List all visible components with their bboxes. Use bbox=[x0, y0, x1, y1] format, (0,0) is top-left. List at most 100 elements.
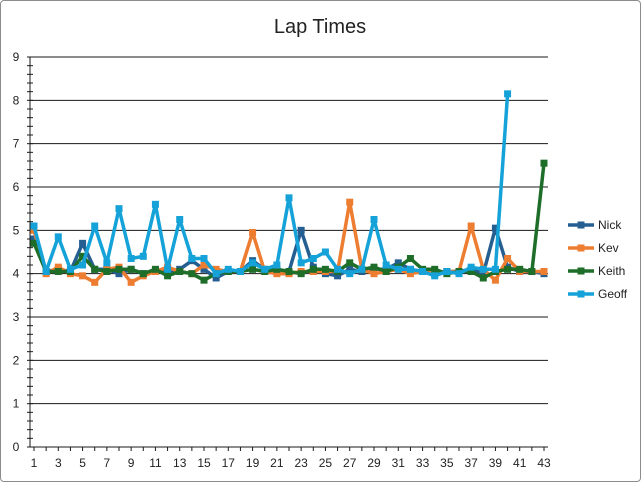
series-line bbox=[32, 93, 510, 278]
x-tick-label: 5 bbox=[79, 456, 86, 470]
data-point bbox=[479, 270, 487, 278]
data-point bbox=[334, 272, 342, 280]
data-point bbox=[79, 261, 87, 269]
data-point bbox=[212, 274, 220, 282]
data-point bbox=[321, 265, 329, 273]
data-point bbox=[297, 259, 305, 267]
data-point bbox=[382, 261, 390, 269]
y-axis-ticks: 0 1 2 3 4 5 6 7 8 9 bbox=[13, 50, 20, 454]
legend-marker bbox=[577, 244, 585, 252]
data-point bbox=[370, 216, 378, 223]
data-point bbox=[200, 255, 208, 262]
data-point bbox=[188, 270, 196, 278]
series-geoff bbox=[30, 90, 512, 280]
data-point bbox=[491, 224, 499, 232]
data-point bbox=[467, 263, 475, 271]
gridlines bbox=[30, 56, 548, 405]
data-point bbox=[188, 255, 196, 262]
data-point bbox=[321, 248, 329, 256]
legend-marker bbox=[577, 290, 585, 298]
x-tick-label: 31 bbox=[392, 456, 406, 470]
data-point bbox=[273, 265, 281, 273]
data-point bbox=[127, 255, 135, 262]
data-point bbox=[273, 261, 281, 269]
data-point bbox=[212, 265, 220, 273]
data-point bbox=[127, 265, 135, 273]
data-point bbox=[540, 268, 548, 275]
data-point bbox=[212, 270, 220, 278]
data-point bbox=[224, 265, 232, 273]
data-point bbox=[30, 222, 38, 230]
x-tick-label: 11 bbox=[149, 456, 162, 470]
x-tick-label: 3 bbox=[55, 456, 62, 470]
data-point bbox=[115, 205, 123, 213]
data-point bbox=[79, 272, 87, 280]
data-point bbox=[139, 252, 147, 260]
data-point bbox=[273, 270, 281, 278]
y-tick-label: 3 bbox=[13, 310, 20, 324]
data-point bbox=[443, 268, 451, 275]
legend-label: Keith bbox=[598, 264, 625, 278]
data-point bbox=[346, 259, 354, 267]
data-point bbox=[334, 265, 342, 273]
x-tick-label: 41 bbox=[513, 456, 527, 470]
x-tick-label: 29 bbox=[367, 456, 381, 470]
data-point bbox=[346, 270, 354, 278]
data-point bbox=[127, 278, 135, 286]
data-point bbox=[66, 265, 74, 273]
data-point bbox=[115, 270, 123, 278]
x-axis-ticks: 1 3 5 7 9 11 13 15 17 19 21 23 25 27 29 31 33 35 37 39 41 43 bbox=[31, 456, 551, 470]
data-point bbox=[285, 268, 293, 275]
data-point bbox=[479, 265, 487, 273]
data-point bbox=[406, 255, 414, 262]
data-point bbox=[261, 265, 269, 273]
data-point bbox=[139, 270, 147, 278]
data-point bbox=[91, 278, 99, 286]
data-point bbox=[200, 265, 208, 273]
y-tick-label: 0 bbox=[13, 440, 20, 454]
data-point bbox=[467, 222, 475, 230]
data-point bbox=[200, 276, 208, 284]
data-point bbox=[406, 270, 414, 278]
data-point bbox=[103, 268, 111, 275]
data-point bbox=[419, 268, 427, 275]
data-point bbox=[394, 265, 402, 273]
x-tick-label: 39 bbox=[489, 456, 503, 470]
y-tick-label: 9 bbox=[13, 50, 20, 64]
legend-item-geoff: Geoff bbox=[568, 287, 628, 301]
data-point bbox=[431, 265, 439, 273]
data-point bbox=[176, 216, 184, 223]
data-point bbox=[42, 268, 50, 275]
x-tick-label: 7 bbox=[104, 456, 111, 470]
data-point bbox=[309, 255, 317, 262]
data-point bbox=[382, 268, 390, 275]
legend-item-kev: Kev bbox=[568, 241, 619, 255]
y-tick-label: 6 bbox=[13, 180, 20, 194]
data-point bbox=[164, 272, 172, 280]
plot-series bbox=[30, 90, 548, 286]
data-point bbox=[309, 265, 317, 273]
chart-title: Lap Times bbox=[274, 16, 366, 38]
data-point bbox=[249, 259, 257, 267]
y-tick-label: 1 bbox=[13, 397, 20, 411]
data-point bbox=[528, 268, 536, 275]
legend: Nick Kev Keith Geoff bbox=[568, 218, 628, 301]
data-point bbox=[200, 261, 208, 269]
data-point bbox=[285, 194, 293, 202]
data-point bbox=[115, 265, 123, 273]
x-tick-label: 27 bbox=[343, 456, 357, 470]
data-point bbox=[516, 265, 524, 273]
data-point bbox=[30, 235, 38, 243]
data-point bbox=[30, 239, 38, 247]
x-tick-label: 17 bbox=[222, 456, 236, 470]
data-point bbox=[504, 265, 512, 273]
legend-item-keith: Keith bbox=[568, 264, 625, 278]
legend-label: Geoff bbox=[598, 287, 628, 301]
data-point bbox=[164, 265, 172, 273]
data-point bbox=[103, 259, 111, 267]
y-tick-label: 8 bbox=[13, 93, 20, 107]
data-point bbox=[346, 265, 354, 273]
series-line bbox=[32, 163, 546, 282]
y-tick-label: 4 bbox=[13, 267, 20, 281]
